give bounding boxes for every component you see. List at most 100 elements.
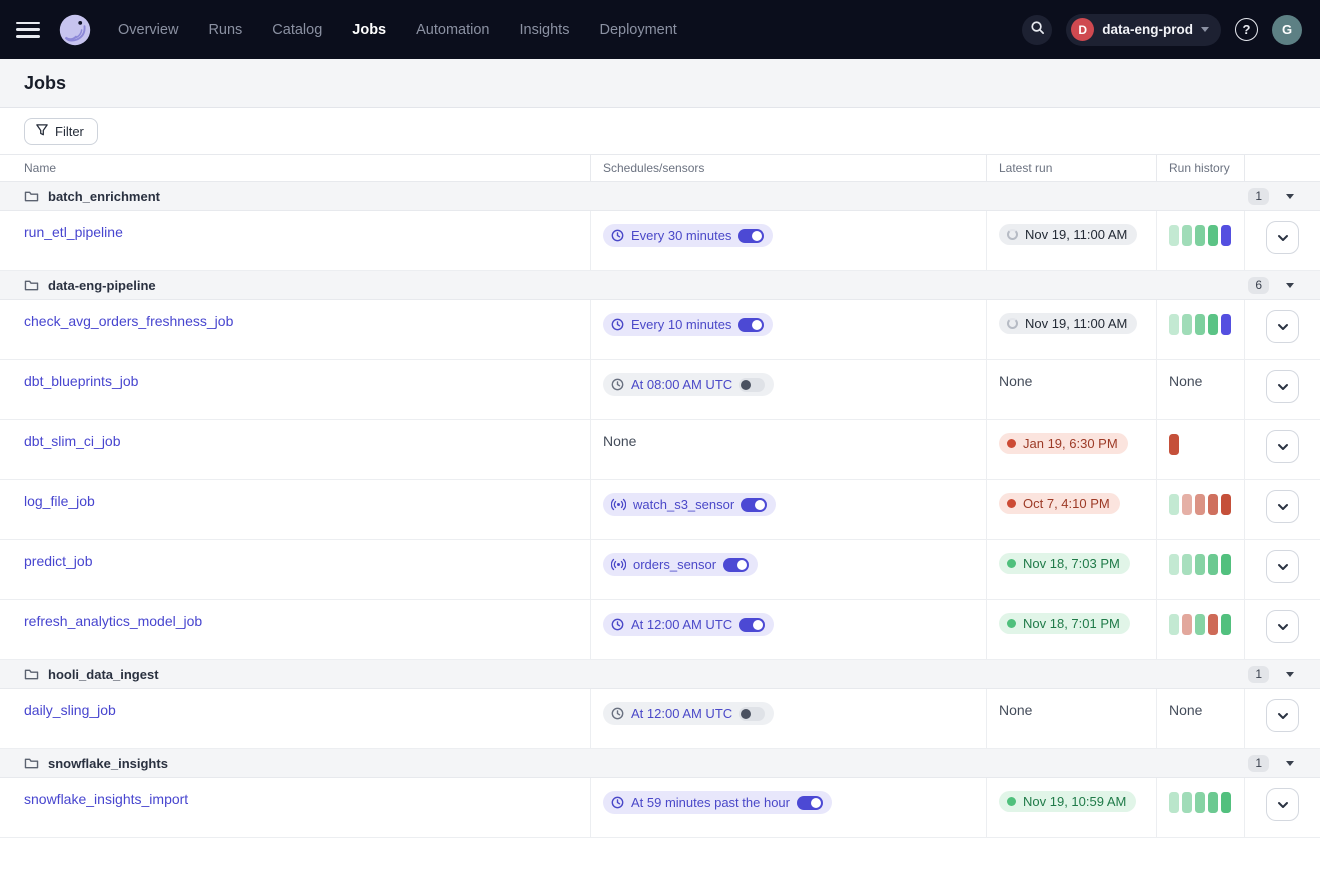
job-link[interactable]: log_file_job bbox=[24, 493, 95, 509]
latest-run-tag[interactable]: Nov 18, 7:03 PM bbox=[999, 553, 1130, 574]
run-history-bar[interactable] bbox=[1182, 554, 1192, 575]
run-history-bar[interactable] bbox=[1195, 314, 1205, 335]
schedule-toggle[interactable] bbox=[738, 318, 764, 332]
run-history-bar[interactable] bbox=[1169, 434, 1179, 455]
sensor-label: orders_sensor bbox=[633, 557, 716, 572]
run-history-bar[interactable] bbox=[1169, 314, 1179, 335]
run-history-bar[interactable] bbox=[1195, 792, 1205, 813]
help-button[interactable]: ? bbox=[1235, 18, 1258, 41]
job-link[interactable]: dbt_blueprints_job bbox=[24, 373, 138, 389]
job-link[interactable]: daily_sling_job bbox=[24, 702, 116, 718]
run-history-bar[interactable] bbox=[1221, 225, 1231, 246]
latest-run-tag[interactable]: Nov 19, 11:00 AM bbox=[999, 313, 1137, 334]
run-history-bar[interactable] bbox=[1169, 554, 1179, 575]
chevron-down-icon bbox=[1201, 27, 1209, 32]
row-expand-button[interactable] bbox=[1266, 490, 1299, 523]
latest-run-tag[interactable]: Nov 19, 11:00 AM bbox=[999, 224, 1137, 245]
user-avatar[interactable]: G bbox=[1272, 15, 1302, 45]
latest-run-tag[interactable]: Jan 19, 6:30 PM bbox=[999, 433, 1128, 454]
job-link[interactable]: dbt_slim_ci_job bbox=[24, 433, 121, 449]
run-history-bar[interactable] bbox=[1208, 314, 1218, 335]
job-group-header[interactable]: data-eng-pipeline6 bbox=[0, 271, 1320, 300]
sensor-toggle[interactable] bbox=[741, 498, 767, 512]
deployment-switcher[interactable]: D data-eng-prod bbox=[1066, 14, 1221, 46]
nav-tab-deployment[interactable]: Deployment bbox=[599, 22, 676, 38]
job-link[interactable]: run_etl_pipeline bbox=[24, 224, 123, 240]
run-history-bar[interactable] bbox=[1169, 494, 1179, 515]
latest-run-tag[interactable]: Nov 18, 7:01 PM bbox=[999, 613, 1130, 634]
run-history-bar[interactable] bbox=[1182, 792, 1192, 813]
group-collapse-caret-icon[interactable] bbox=[1286, 194, 1294, 199]
run-history-bar[interactable] bbox=[1208, 614, 1218, 635]
run-history-bar[interactable] bbox=[1221, 792, 1231, 813]
sensor-toggle[interactable] bbox=[723, 558, 749, 572]
chevron-down-icon bbox=[1277, 443, 1289, 451]
schedule-chip[interactable]: At 59 minutes past the hour bbox=[603, 791, 832, 814]
run-history-bar[interactable] bbox=[1169, 792, 1179, 813]
chevron-down-icon bbox=[1277, 801, 1289, 809]
run-history-bar[interactable] bbox=[1195, 225, 1205, 246]
group-count-badge: 6 bbox=[1248, 277, 1269, 294]
run-history-bar[interactable] bbox=[1221, 554, 1231, 575]
filter-button[interactable]: Filter bbox=[24, 118, 98, 145]
run-history-bar[interactable] bbox=[1195, 554, 1205, 575]
job-group-header[interactable]: snowflake_insights1 bbox=[0, 749, 1320, 778]
row-expand-button[interactable] bbox=[1266, 430, 1299, 463]
run-history-bar[interactable] bbox=[1208, 554, 1218, 575]
row-expand-button[interactable] bbox=[1266, 370, 1299, 403]
job-link[interactable]: predict_job bbox=[24, 553, 93, 569]
schedule-toggle[interactable] bbox=[739, 707, 765, 721]
run-history-bar[interactable] bbox=[1195, 614, 1205, 635]
run-history-bar[interactable] bbox=[1221, 614, 1231, 635]
run-history-bar[interactable] bbox=[1208, 494, 1218, 515]
nav-tab-runs[interactable]: Runs bbox=[208, 22, 242, 38]
schedule-chip[interactable]: Every 10 minutes bbox=[603, 313, 773, 336]
group-collapse-caret-icon[interactable] bbox=[1286, 761, 1294, 766]
run-history-bar[interactable] bbox=[1195, 494, 1205, 515]
job-group-header[interactable]: hooli_data_ingest1 bbox=[0, 660, 1320, 689]
job-group-header[interactable]: batch_enrichment1 bbox=[0, 182, 1320, 211]
schedule-toggle[interactable] bbox=[738, 229, 764, 243]
job-link[interactable]: snowflake_insights_import bbox=[24, 791, 188, 807]
search-button[interactable] bbox=[1022, 15, 1052, 45]
run-history-bar[interactable] bbox=[1208, 792, 1218, 813]
group-collapse-caret-icon[interactable] bbox=[1286, 672, 1294, 677]
run-history-bar[interactable] bbox=[1169, 225, 1179, 246]
run-history-bar[interactable] bbox=[1221, 314, 1231, 335]
job-link[interactable]: refresh_analytics_model_job bbox=[24, 613, 202, 629]
nav-tab-insights[interactable]: Insights bbox=[519, 22, 569, 38]
run-history-bar[interactable] bbox=[1182, 314, 1192, 335]
nav-tab-overview[interactable]: Overview bbox=[118, 22, 178, 38]
sensor-chip[interactable]: watch_s3_sensor bbox=[603, 493, 776, 516]
row-expand-button[interactable] bbox=[1266, 610, 1299, 643]
row-expand-button[interactable] bbox=[1266, 788, 1299, 821]
schedule-chip[interactable]: At 08:00 AM UTC bbox=[603, 373, 774, 396]
schedule-toggle[interactable] bbox=[797, 796, 823, 810]
run-history-bar[interactable] bbox=[1221, 494, 1231, 515]
dagster-logo-icon[interactable] bbox=[56, 11, 94, 49]
group-collapse-caret-icon[interactable] bbox=[1286, 283, 1294, 288]
schedule-toggle[interactable] bbox=[739, 618, 765, 632]
nav-tab-catalog[interactable]: Catalog bbox=[272, 22, 322, 38]
nav-tab-jobs[interactable]: Jobs bbox=[352, 22, 386, 38]
run-history-bar[interactable] bbox=[1182, 225, 1192, 246]
job-link[interactable]: check_avg_orders_freshness_job bbox=[24, 313, 233, 329]
row-expand-button[interactable] bbox=[1266, 310, 1299, 343]
schedule-chip[interactable]: Every 30 minutes bbox=[603, 224, 773, 247]
nav-tab-automation[interactable]: Automation bbox=[416, 22, 489, 38]
latest-run-tag[interactable]: Nov 19, 10:59 AM bbox=[999, 791, 1136, 812]
run-history-bar[interactable] bbox=[1169, 614, 1179, 635]
clock-icon bbox=[611, 796, 624, 809]
schedule-chip[interactable]: At 12:00 AM UTC bbox=[603, 613, 774, 636]
row-expand-button[interactable] bbox=[1266, 699, 1299, 732]
menu-icon[interactable] bbox=[16, 22, 40, 38]
schedule-chip[interactable]: At 12:00 AM UTC bbox=[603, 702, 774, 725]
row-expand-button[interactable] bbox=[1266, 550, 1299, 583]
latest-run-tag[interactable]: Oct 7, 4:10 PM bbox=[999, 493, 1120, 514]
run-history-bar[interactable] bbox=[1182, 614, 1192, 635]
schedule-toggle[interactable] bbox=[739, 378, 765, 392]
sensor-chip[interactable]: orders_sensor bbox=[603, 553, 758, 576]
row-expand-button[interactable] bbox=[1266, 221, 1299, 254]
run-history-bar[interactable] bbox=[1208, 225, 1218, 246]
run-history-bar[interactable] bbox=[1182, 494, 1192, 515]
